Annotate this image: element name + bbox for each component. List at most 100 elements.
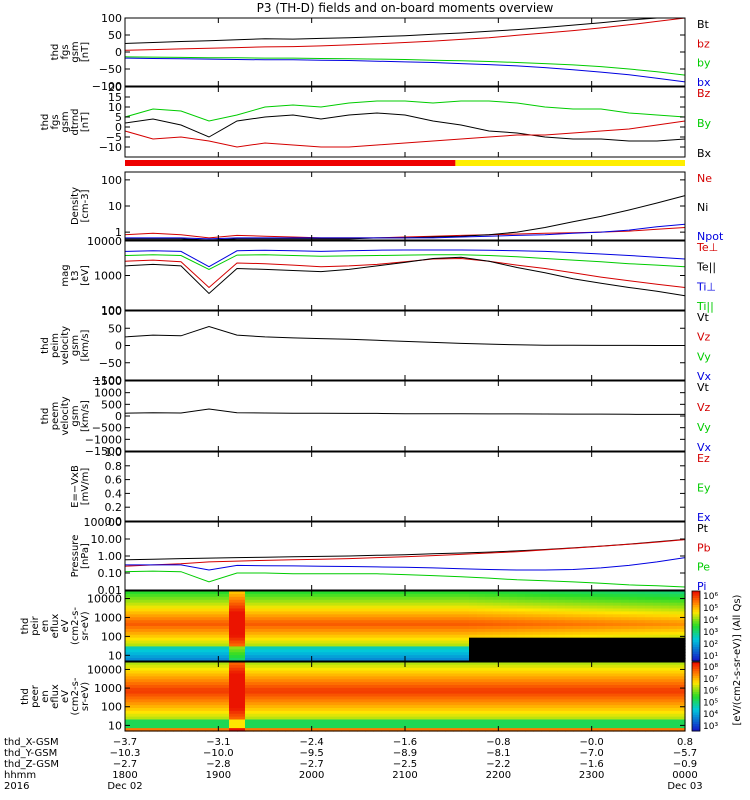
heat-cell xyxy=(317,685,326,689)
heat-cell xyxy=(293,699,302,703)
heat-cell xyxy=(485,611,494,615)
heat-cell xyxy=(357,693,366,698)
heat-cell xyxy=(485,710,494,715)
heat-cell xyxy=(293,662,302,666)
heat-cell xyxy=(653,705,662,709)
heat-cell xyxy=(389,725,398,729)
x-tick-label: −5.7 xyxy=(673,748,697,759)
heat-cell xyxy=(293,628,302,633)
heat-cell xyxy=(141,605,150,610)
heat-cell xyxy=(253,591,262,595)
heat-cell xyxy=(405,725,414,729)
heat-cell xyxy=(589,699,598,703)
heat-cell xyxy=(389,716,398,721)
heat-cell xyxy=(589,716,598,721)
heat-cell xyxy=(309,649,318,653)
heat-cell xyxy=(213,605,222,610)
heat-cell xyxy=(565,664,574,669)
heat-cell xyxy=(293,713,302,718)
heat-cell xyxy=(373,605,382,610)
y-tick-label: 0.01 xyxy=(98,584,123,597)
heat-cell xyxy=(629,643,638,648)
mode-bar-segment xyxy=(125,160,456,166)
heat-cell xyxy=(621,634,630,639)
heat-cell xyxy=(357,705,366,709)
heat-cell xyxy=(317,611,326,615)
series-line-Bx xyxy=(124,112,686,142)
heat-cell xyxy=(213,640,222,645)
heat-cell xyxy=(405,719,414,723)
heat-cell xyxy=(597,614,606,618)
heat-cell xyxy=(629,685,638,689)
heat-cell xyxy=(549,699,558,703)
heat-cell xyxy=(173,719,182,723)
heat-cell xyxy=(389,702,398,706)
heat-cell xyxy=(357,617,366,621)
heat-cell xyxy=(253,670,262,675)
legend-label: Vy xyxy=(697,421,711,434)
heat-cell xyxy=(461,631,470,636)
heat-cell xyxy=(365,713,374,718)
heat-cell xyxy=(317,710,326,715)
heat-cell xyxy=(269,623,278,627)
heat-cell xyxy=(373,713,382,718)
heat-cell xyxy=(541,670,550,675)
heat-cell xyxy=(309,628,318,633)
y-tick-label: 1500 xyxy=(94,375,122,388)
heat-cell xyxy=(669,728,678,732)
heat-cell xyxy=(573,655,582,659)
heat-cell xyxy=(261,611,270,615)
heat-cell xyxy=(381,670,390,675)
heat-cell xyxy=(597,676,606,680)
heat-cell xyxy=(533,623,542,627)
heat-cell xyxy=(189,693,198,698)
heat-cell xyxy=(317,626,326,630)
heat-cell xyxy=(453,728,462,732)
heat-cell xyxy=(437,599,446,604)
heat-cell xyxy=(373,667,382,672)
heat-cell xyxy=(365,605,374,610)
heat-cell xyxy=(285,667,294,672)
heat-cell xyxy=(421,673,430,677)
heat-cell xyxy=(477,646,486,650)
heat-cell xyxy=(477,667,486,672)
heat-cell xyxy=(613,599,622,604)
heat-cell xyxy=(277,667,286,672)
heat-cell xyxy=(621,646,630,650)
heat-cell xyxy=(645,667,654,672)
heat-cell xyxy=(541,710,550,715)
heat-cell xyxy=(581,673,590,677)
heat-cell xyxy=(429,628,438,633)
heat-cell xyxy=(245,649,254,653)
heat-cell xyxy=(365,591,374,595)
heat-cell xyxy=(157,690,166,695)
heat-cell xyxy=(421,685,430,689)
heat-cell xyxy=(469,673,478,677)
heat-cell xyxy=(213,611,222,615)
heat-cell xyxy=(229,699,238,703)
heat-cell xyxy=(213,699,222,703)
x-tick-label: −10.3 xyxy=(110,748,141,759)
heat-cell xyxy=(461,699,470,703)
heat-cell xyxy=(613,708,622,712)
heat-cell xyxy=(165,713,174,718)
heat-cell xyxy=(229,628,238,633)
heat-cell xyxy=(485,620,494,624)
heat-cell xyxy=(149,682,158,686)
heat-cell xyxy=(293,673,302,677)
heat-cell xyxy=(229,611,238,615)
heat-cell xyxy=(533,670,542,675)
heat-cell xyxy=(541,679,550,683)
heat-cell xyxy=(285,702,294,706)
heat-cell xyxy=(645,617,654,621)
heat-cell xyxy=(341,722,350,726)
heat-cell xyxy=(429,719,438,723)
heat-cell xyxy=(245,722,254,726)
heat-cell xyxy=(133,605,142,610)
heat-cell xyxy=(597,708,606,712)
colorbar-segment xyxy=(692,680,700,684)
heat-cell xyxy=(509,713,518,718)
heat-cell xyxy=(437,655,446,659)
